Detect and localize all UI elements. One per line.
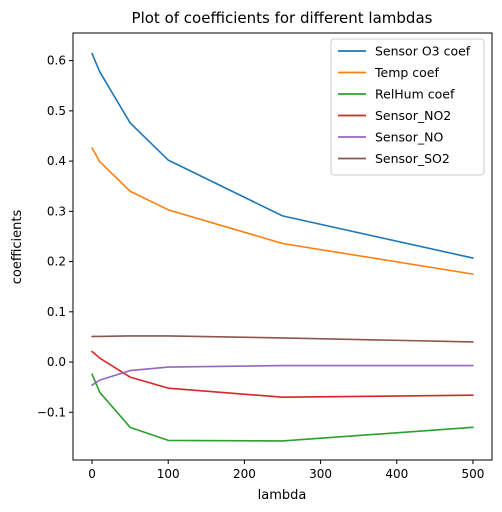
x-tick-label: 200 — [233, 467, 256, 481]
y-axis-label: coefficients — [10, 210, 25, 285]
legend-label-3: Sensor_NO2 — [375, 108, 451, 123]
x-axis-label: lambda — [258, 488, 307, 503]
series-line-4 — [91, 364, 474, 386]
legend-label-1: Temp coef — [374, 65, 439, 80]
y-tick-label: 0.2 — [47, 255, 66, 269]
plot-area — [91, 52, 474, 442]
y-tick-label: 0.0 — [47, 355, 66, 369]
legend-label-2: RelHum coef — [375, 87, 455, 102]
y-tick-label: 0.6 — [47, 54, 66, 68]
y-tick-label: 0.3 — [47, 204, 66, 218]
x-tick-label: 100 — [157, 467, 180, 481]
x-tick-label: 500 — [462, 467, 485, 481]
x-tick-label: 300 — [309, 467, 332, 481]
x-tick-label: 400 — [385, 467, 408, 481]
y-tick-label: 0.5 — [47, 104, 66, 118]
y-tick-label: −0.1 — [37, 405, 66, 419]
legend: Sensor O3 coef Temp coef RelHum coef Sensor… — [330, 38, 485, 176]
series-line-5 — [91, 335, 474, 343]
legend-label-4: Sensor_NO — [375, 130, 443, 145]
y-tick-label: 0.1 — [47, 305, 66, 319]
series-line-3 — [91, 350, 474, 399]
plot-frame — [72, 32, 493, 461]
y-tick-label: 0.4 — [47, 154, 66, 168]
x-axis-ticks: 0 100 200 300 400 500 — [88, 460, 484, 481]
legend-label-5: Sensor_SO2 — [375, 151, 450, 166]
series-line-2 — [91, 373, 474, 442]
chart-title: Plot of coefficients for different lambd… — [132, 9, 433, 27]
series-line-0 — [91, 52, 474, 259]
x-tick-label: 0 — [88, 467, 96, 481]
y-axis-ticks: −0.1 0.0 0.1 0.2 0.3 0.4 0.5 0.6 — [37, 54, 73, 419]
legend-box — [330, 38, 485, 176]
series-line-1 — [91, 147, 474, 275]
legend-label-0: Sensor O3 coef — [375, 44, 471, 59]
